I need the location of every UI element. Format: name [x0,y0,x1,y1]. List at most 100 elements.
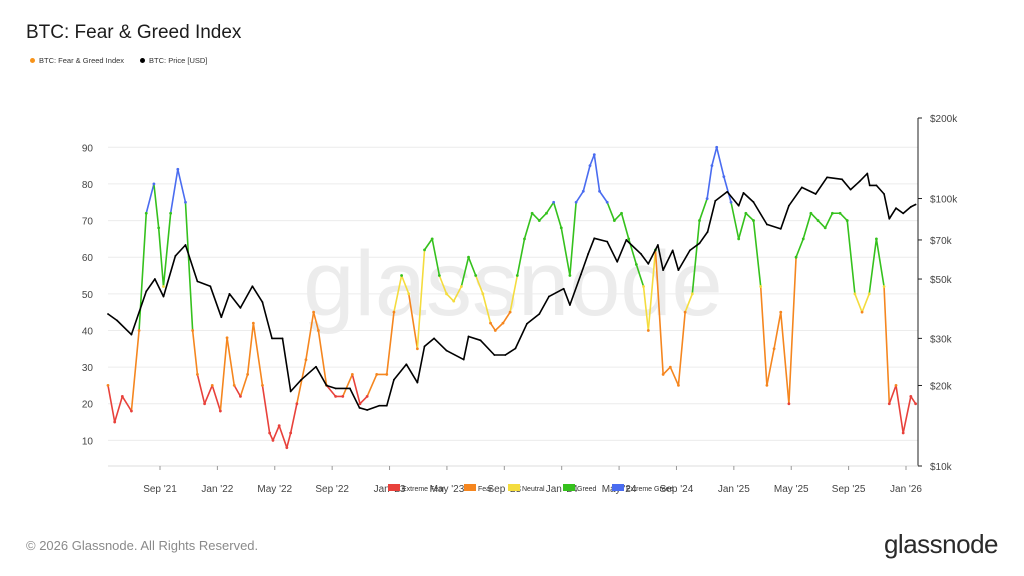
fng-segment [910,395,917,405]
y-left-tick-label: 80 [82,180,94,191]
price-point [334,387,337,390]
fng-segment [177,168,187,204]
fng-point [705,197,709,200]
price-point [698,242,701,245]
fng-point [661,373,665,376]
fng-point [358,402,362,406]
fng-point [914,402,918,406]
legend-item-fng[interactable]: BTC: Fear & Greed Index [30,56,124,65]
fng-point [316,329,320,332]
fng-point [545,211,548,215]
fng-segment [474,274,484,295]
fng-point [218,409,222,413]
fng-segment [351,373,361,405]
price-point [145,290,148,293]
price-point [300,378,303,381]
fng-segment [509,274,519,313]
fng-segment [385,311,395,376]
fng-point [289,431,293,435]
fng-segment [489,322,497,332]
fng-point [385,373,389,376]
zone-legend-swatch [388,484,400,491]
fng-point [588,164,592,168]
price-point [220,316,223,319]
fng-segment [698,197,708,222]
fng-point [765,384,769,387]
fng-segment [642,285,650,332]
price-point [902,212,905,215]
fng-segment [502,311,511,324]
fng-segment [684,293,694,313]
fng-segment [145,183,155,215]
fng-segment [620,212,630,240]
price-point [616,260,619,263]
price-point [385,404,388,407]
fng-segment [711,146,718,167]
price-point [647,262,650,265]
fng-segment [810,212,819,222]
brand-logo: glassnode [883,529,999,559]
fng-point [210,384,214,387]
fng-point [120,395,124,398]
fng-series [106,145,918,450]
fng-segment [846,219,856,295]
fng-segment [219,336,228,412]
fng-segment [730,201,740,240]
fng-point [144,211,148,215]
fng-segment [233,384,242,398]
y-left-tick-label: 90 [82,143,94,154]
price-point [640,253,643,255]
fng-segment [317,329,328,387]
fng-point [515,274,519,277]
price-point [196,280,199,283]
fng-point [592,153,596,157]
fng-point [559,226,563,230]
price-point [671,249,674,252]
fng-segment [296,358,307,405]
fng-segment [575,190,585,204]
fng-point [130,409,133,413]
zone-legend-label: Neutral [522,486,545,493]
zone-legend-label: Fear [478,486,493,493]
fng-segment [305,311,315,361]
fng-point [646,329,650,332]
x-tick-label: Sep '23 [488,484,522,495]
fng-point [831,211,834,215]
fng-segment [239,373,249,398]
price-point [393,378,395,381]
price-point [416,381,419,384]
price-point [325,384,328,387]
fng-segment [113,395,124,423]
zone-legend-swatch [508,484,520,491]
fng-segment [184,201,194,332]
fng-point [568,274,572,277]
price-point [349,387,351,390]
price-point [366,409,369,411]
fng-point [415,347,419,351]
zone-legend-swatch [464,484,476,491]
fng-point [277,424,281,428]
price-point [662,269,665,271]
fng-point [437,274,441,277]
fng-segment [341,373,354,398]
price-point [875,184,878,187]
fng-point [752,219,755,222]
fng-segment [902,395,912,434]
price-point [625,239,628,241]
fng-point [737,237,741,241]
fng-point [459,285,463,288]
fng-segment [677,311,686,387]
y-left-tick-label: 30 [82,363,94,374]
price-point [281,337,284,340]
price-point [868,184,871,187]
y-right-tick-label: $10k [930,462,953,473]
fng-segment [226,336,236,387]
legend-item-price[interactable]: BTC: Price [USD] [140,56,207,65]
fng-point [295,402,299,406]
fng-segment [613,212,623,222]
fng-segment [400,274,410,295]
price-series-line [107,172,916,411]
fng-point [772,347,776,351]
fng-segment [802,212,812,240]
price-point [433,337,436,340]
